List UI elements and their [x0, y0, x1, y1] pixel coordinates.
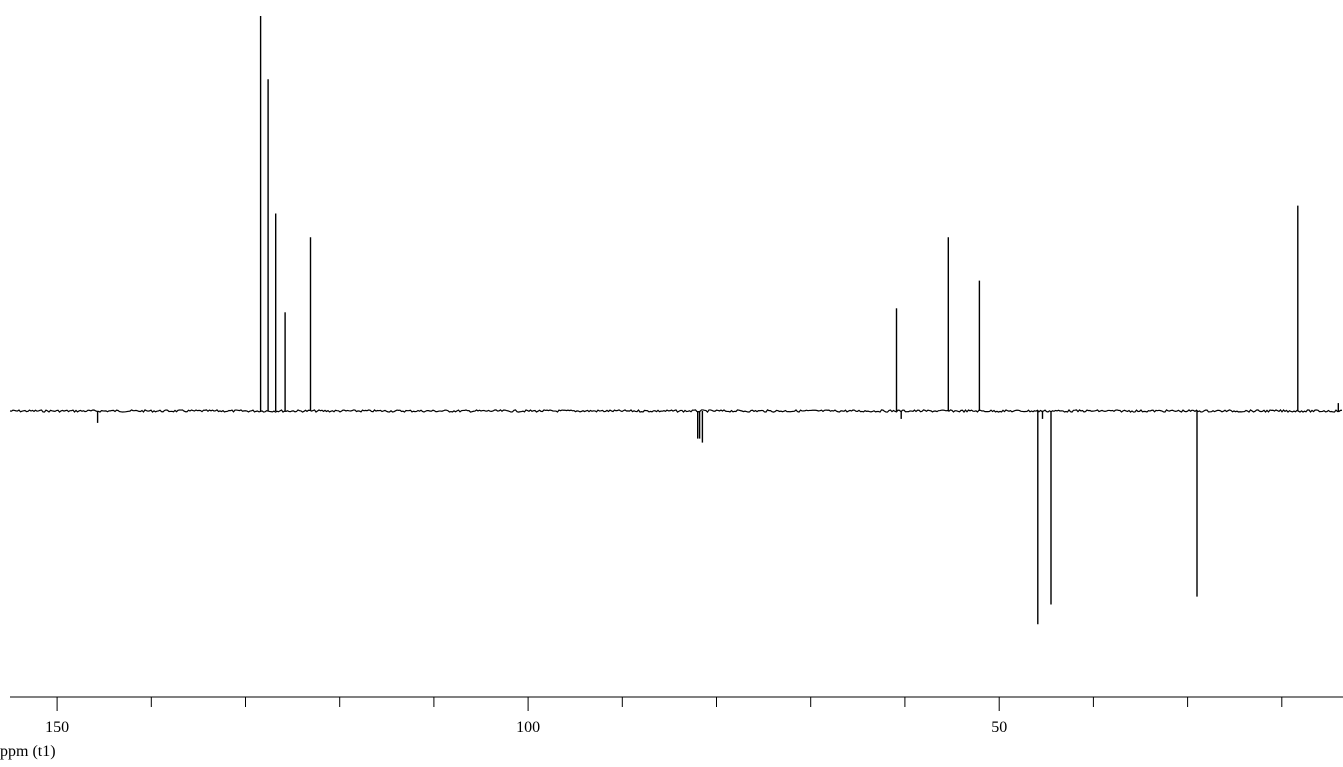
x-tick-label-50: 50 — [991, 719, 1007, 736]
x-axis: 150 100 50 — [10, 696, 1343, 736]
x-tick-label-100: 100 — [516, 719, 540, 736]
x-tick-label-150: 150 — [45, 719, 69, 736]
x-axis-label: ppm (t1) — [0, 743, 56, 760]
spectrum-baseline — [9, 409, 1343, 414]
spectrum-trace-group — [9, 16, 1343, 625]
